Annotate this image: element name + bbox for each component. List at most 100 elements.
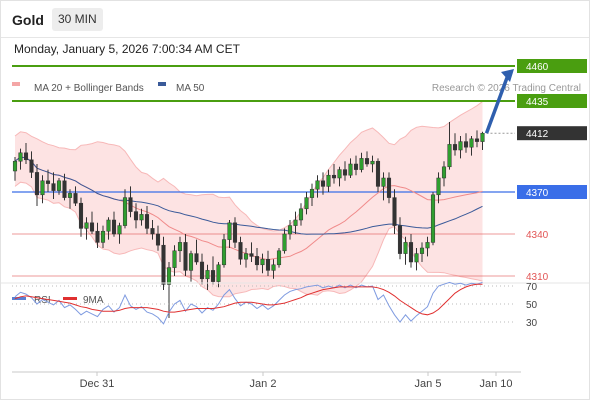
- moving-averages: [14, 156, 483, 261]
- candle-body: [45, 180, 51, 184]
- candle-body: [161, 244, 166, 285]
- candle-body: [144, 214, 150, 229]
- candle-body: [414, 253, 419, 263]
- candle-body: [287, 225, 293, 235]
- candle-body: [133, 211, 139, 221]
- level-labels: 4460 4435 4412 4370 4340 4310: [517, 59, 587, 283]
- candle-body: [95, 230, 100, 243]
- candle-body: [276, 250, 282, 266]
- bollinger-band-fill: [15, 101, 483, 297]
- rsi-tick-label: 50: [526, 300, 538, 311]
- level-tag-text: 4460: [526, 62, 549, 73]
- candle-body: [249, 253, 254, 257]
- chart-datetime: Monday, January 5, 2026 7:00:34 AM CET: [14, 42, 240, 56]
- candle-body: [117, 225, 122, 235]
- candle-body: [441, 166, 447, 179]
- candle-body: [12, 160, 18, 172]
- rsi-ma-legend-label: 9MA: [83, 295, 104, 306]
- candle-body: [73, 193, 78, 204]
- candle-body: [139, 214, 144, 221]
- candle-body: [463, 141, 469, 148]
- candle-body: [447, 144, 452, 168]
- candle-body: [386, 177, 392, 198]
- rsi-legend-label: RSI: [34, 295, 51, 306]
- candle-body: [397, 225, 403, 254]
- candle-body: [227, 222, 232, 240]
- chart-area: MA 20 + Bollinger Bands MA 50 Research ©…: [1, 59, 589, 390]
- candle-body: [392, 197, 397, 226]
- x-tick-label: Jan 5: [415, 378, 442, 390]
- candle-body: [375, 160, 381, 187]
- timeframe-button[interactable]: 30 MIN: [52, 8, 103, 31]
- rsi-tick-label: 30: [526, 318, 538, 329]
- rsi-ma-line: [14, 283, 483, 316]
- candle-body: [29, 159, 34, 173]
- candle-body: [243, 253, 249, 260]
- level-label-support: 4340: [526, 230, 549, 241]
- candle-body: [452, 144, 458, 151]
- rsi-panel: 70 50 30: [12, 281, 538, 329]
- candle-body: [18, 152, 23, 162]
- bb-legend-swatch: [12, 82, 20, 86]
- candle-body: [271, 264, 276, 271]
- candle-body: [326, 174, 331, 187]
- candle-body: [106, 219, 111, 232]
- candle-body: [56, 180, 62, 191]
- rsi-legend-swatch: [12, 297, 26, 300]
- candle-body: [122, 197, 128, 226]
- candle-body: [100, 230, 106, 243]
- candle-body: [183, 242, 188, 271]
- symbol-title: Gold: [12, 12, 44, 28]
- candle-body: [210, 270, 216, 282]
- candle-body: [430, 194, 436, 243]
- candle-body: [403, 242, 408, 254]
- candle-body: [304, 197, 309, 210]
- candle-body: [309, 188, 315, 198]
- candle-body: [238, 242, 243, 260]
- bollinger-bands: [14, 101, 483, 298]
- forecast-arrow-head: [501, 69, 514, 82]
- x-tick-label: Jan 2: [250, 378, 277, 390]
- candle-body: [23, 152, 29, 161]
- candle-body: [331, 174, 337, 179]
- candle-body: [282, 233, 287, 252]
- candle-body: [293, 219, 298, 226]
- candle-body: [177, 242, 183, 252]
- candle-body: [34, 172, 40, 196]
- candle-body: [172, 250, 177, 268]
- level-tag-box: [517, 185, 587, 199]
- level-tag-box: [517, 94, 587, 108]
- level-tag-text: 4370: [526, 188, 549, 199]
- candle-body: [419, 247, 425, 254]
- candle-body: [315, 180, 320, 190]
- candle-body: [199, 261, 205, 280]
- level-tag-box: [517, 126, 587, 141]
- candle-body: [469, 138, 474, 148]
- candle-body: [474, 138, 480, 142]
- candle-body: [480, 132, 485, 142]
- rsi-ma-legend-swatch: [63, 297, 77, 300]
- candle-body: [221, 239, 227, 266]
- candle-body: [254, 256, 260, 266]
- bollinger-lower-line: [14, 181, 483, 298]
- candle-body: [51, 183, 56, 191]
- candle-body: [265, 258, 271, 271]
- candle-body: [194, 253, 199, 263]
- candle-body: [436, 177, 441, 196]
- ma50-legend-swatch: [158, 82, 166, 86]
- candle-body: [166, 267, 172, 285]
- candle-body: [381, 177, 386, 187]
- candle-body: [84, 222, 89, 229]
- candle-body: [298, 208, 304, 221]
- candle-body: [216, 264, 221, 282]
- ma50-legend-label: MA 50: [176, 83, 205, 94]
- copyright-text: Research © 2026 Trading Central: [432, 83, 581, 94]
- candle-body: [260, 258, 265, 266]
- candle-body: [337, 169, 342, 179]
- x-axis: Dec 31 Jan 2 Jan 5 Jan 10: [80, 372, 513, 390]
- x-tick-label: Jan 10: [479, 378, 512, 390]
- candle-body: [348, 163, 353, 176]
- level-tag-text: 4412: [526, 129, 549, 140]
- rsi-tick-label: 70: [526, 282, 538, 293]
- candle-body: [353, 163, 359, 170]
